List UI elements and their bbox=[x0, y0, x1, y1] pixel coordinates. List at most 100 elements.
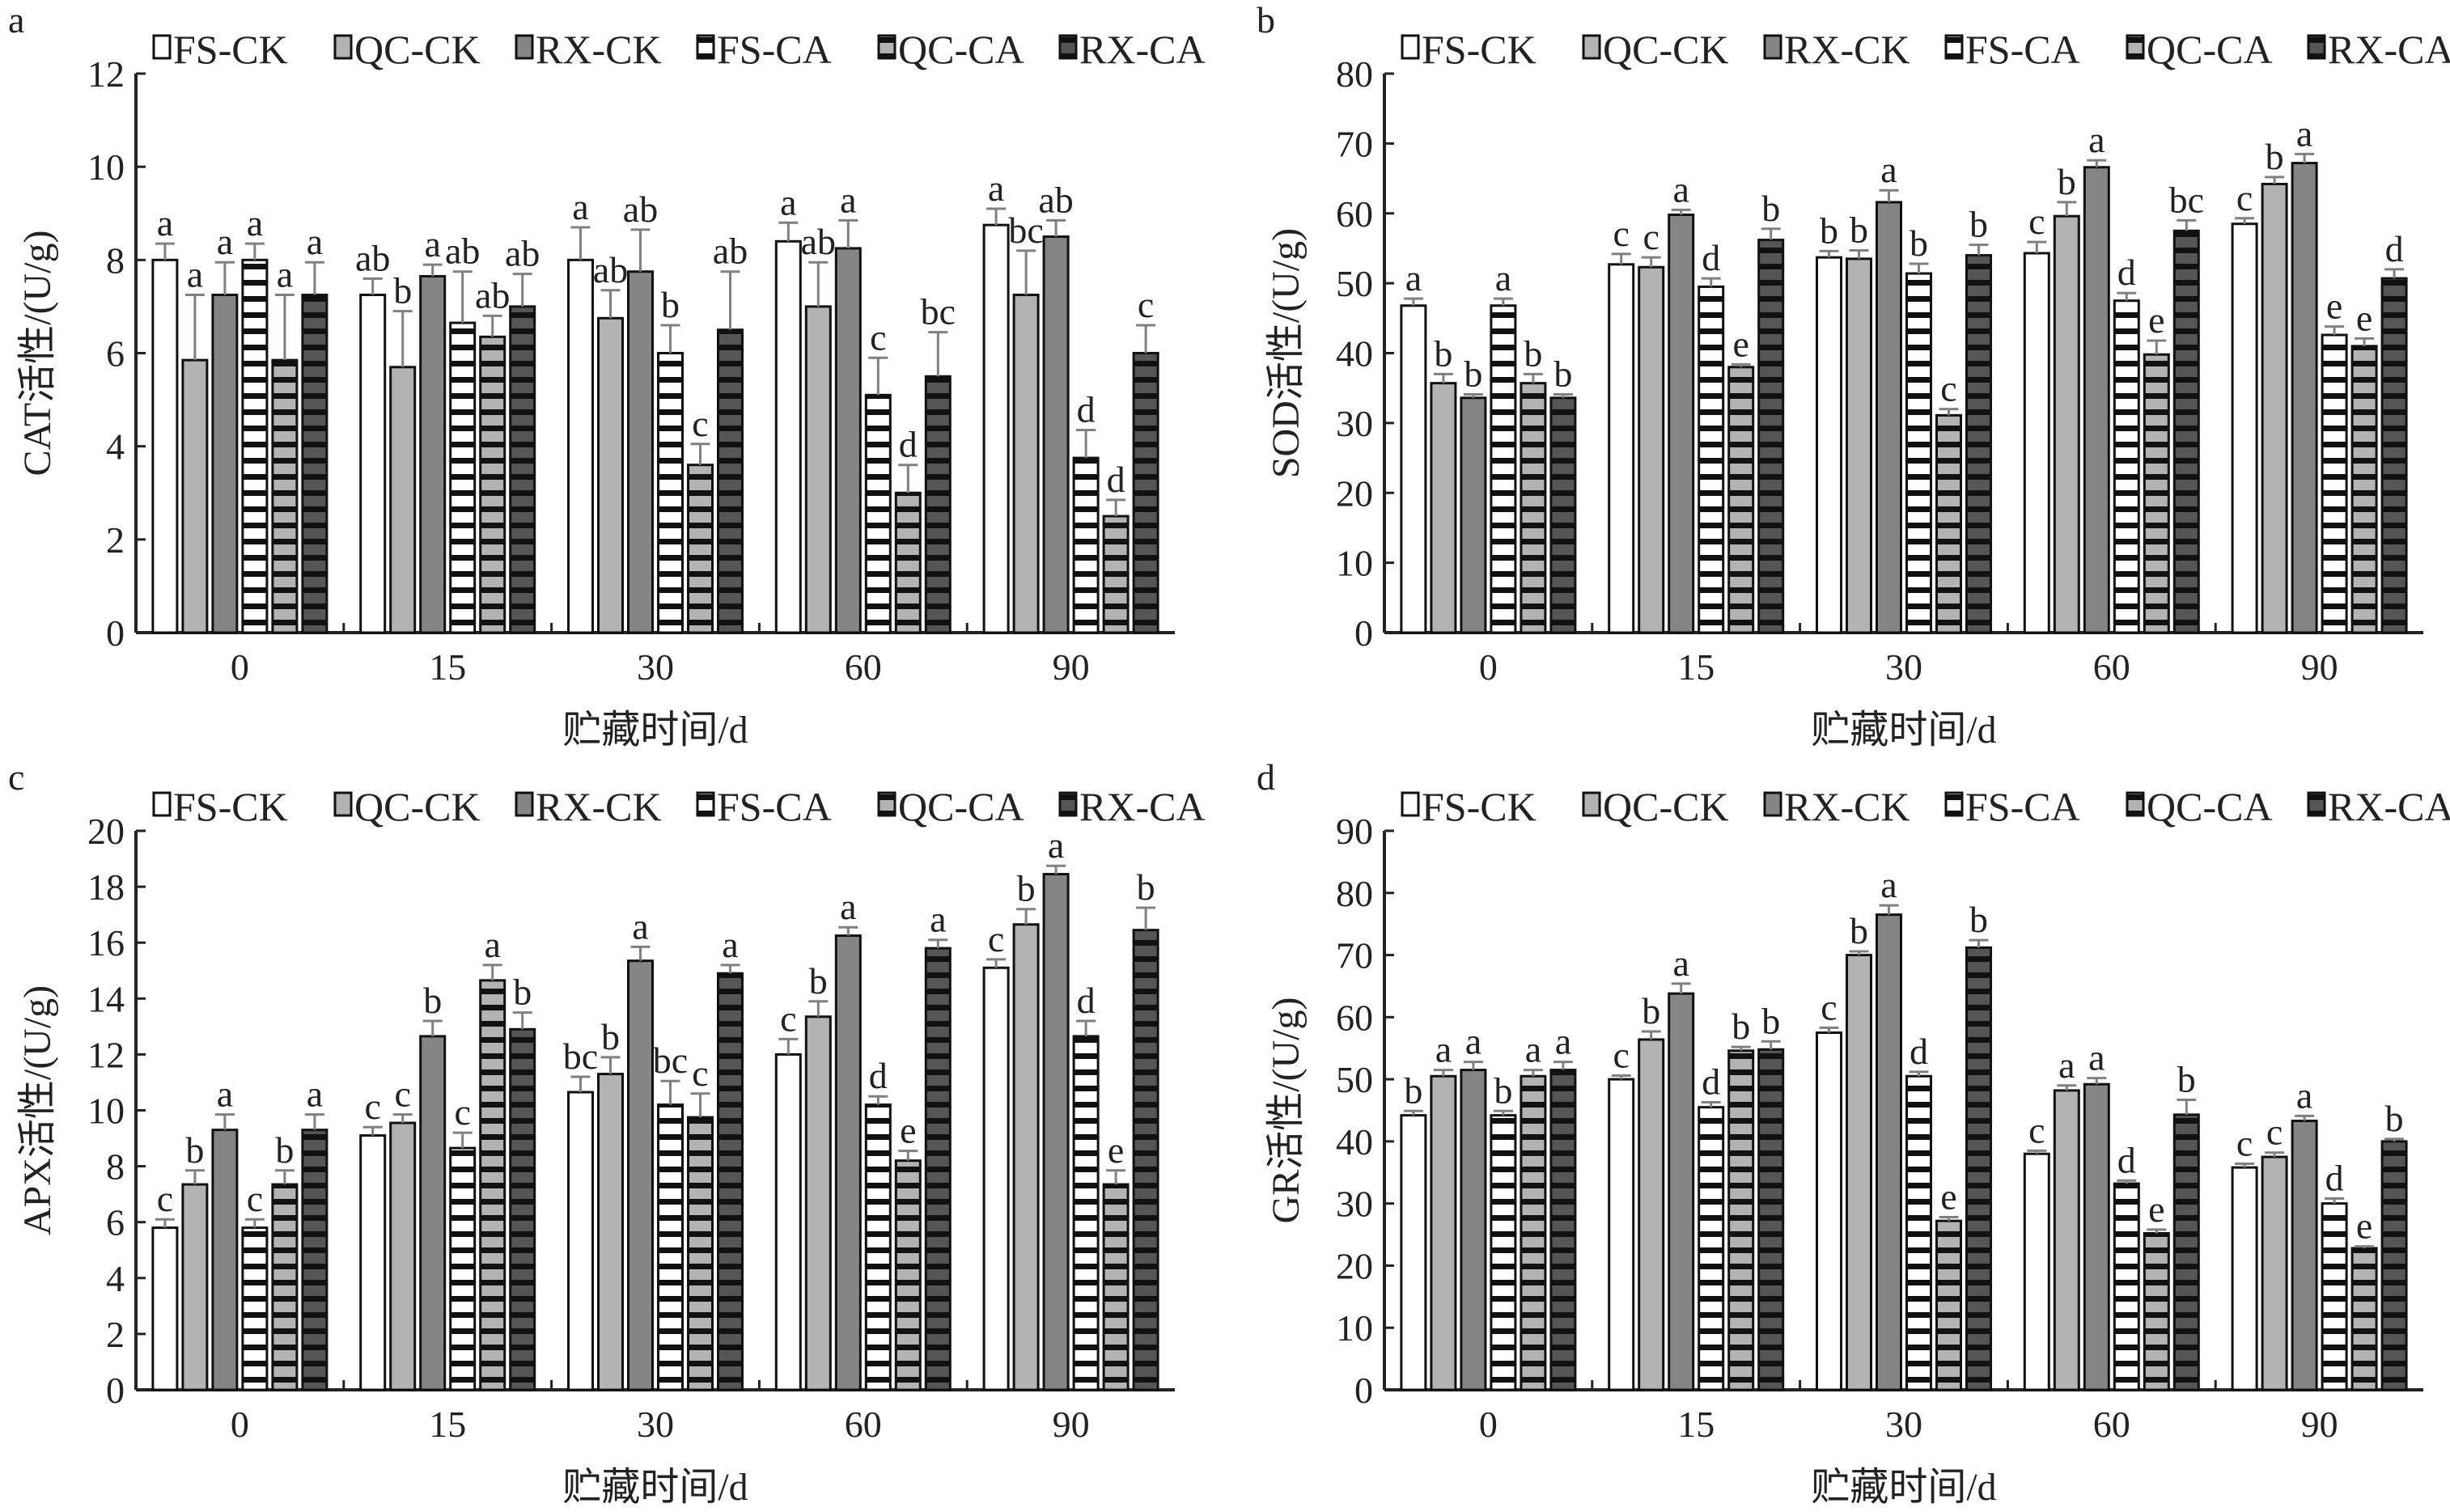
bar-FS-CA bbox=[1490, 304, 1517, 634]
legend-swatch bbox=[1058, 34, 1078, 60]
significance-letter: b bbox=[1969, 899, 1988, 940]
significance-letter: c bbox=[2266, 1112, 2283, 1153]
significance-letter: b bbox=[1820, 210, 1838, 251]
bar-QC-CA bbox=[894, 491, 922, 634]
y-tick-label: 4 bbox=[106, 1258, 125, 1299]
y-tick-label: 6 bbox=[106, 333, 125, 375]
bar-RX-CK bbox=[834, 934, 862, 1391]
significance-letter: b bbox=[601, 1016, 620, 1057]
significance-letter: a bbox=[277, 254, 293, 295]
y-tick-label: 18 bbox=[87, 866, 125, 908]
bar-QC-CA bbox=[1935, 1219, 1962, 1391]
significance-letter: c bbox=[1821, 986, 1837, 1027]
y-tick-label: 4 bbox=[106, 426, 125, 468]
y-tick-label: 10 bbox=[87, 1091, 125, 1132]
bar-RX-CK bbox=[2083, 1082, 2110, 1391]
bar-RX-CK bbox=[2291, 162, 2318, 634]
bar-RX-CK bbox=[1876, 201, 1902, 634]
bar-RX-CA bbox=[1132, 352, 1159, 634]
legend-item: RX-CK bbox=[1763, 784, 1910, 829]
bar-QC-CA bbox=[1520, 1074, 1547, 1391]
bar-QC-CA bbox=[271, 358, 299, 634]
y-axis-label: APX活性/(U/g) bbox=[16, 985, 59, 1235]
significance-letter: c bbox=[2236, 177, 2253, 218]
significance-letter: d bbox=[2117, 252, 2136, 293]
significance-letter: e bbox=[2148, 1188, 2164, 1230]
bar-RX-CA bbox=[717, 972, 744, 1391]
bar-FS-CA bbox=[864, 393, 892, 634]
legend-swatch bbox=[152, 791, 172, 817]
bar-FS-CA bbox=[2113, 299, 2140, 634]
legend-label: RX-CK bbox=[1784, 784, 1910, 829]
significance-letter: e bbox=[1940, 1176, 1956, 1218]
bar-FS-CA bbox=[241, 1226, 269, 1391]
significance-letter: bc bbox=[1008, 210, 1043, 251]
legend-swatch bbox=[1763, 791, 1782, 817]
y-tick-label: 40 bbox=[1336, 333, 1373, 375]
significance-letter: ab bbox=[445, 231, 480, 272]
significance-letter: d bbox=[1107, 459, 1125, 500]
x-tick-label: 60 bbox=[2093, 646, 2130, 688]
bar-QC-CK bbox=[1012, 294, 1040, 634]
legend-label: FS-CK bbox=[1422, 27, 1537, 72]
significance-letter: a bbox=[780, 181, 796, 222]
bar-RX-CA bbox=[1549, 1069, 1577, 1391]
significance-letter: ab bbox=[1038, 179, 1073, 220]
bar-RX-CK bbox=[834, 247, 862, 634]
x-axis-label: 贮藏时间/d bbox=[562, 1466, 748, 1509]
bar-RX-CA bbox=[509, 305, 536, 634]
legend-label: FS-CA bbox=[717, 784, 832, 829]
significance-letter: b bbox=[1494, 1069, 1512, 1111]
significance-letter: b bbox=[185, 1129, 204, 1171]
significance-letter: b bbox=[1524, 332, 1542, 374]
bar-RX-CK bbox=[419, 274, 447, 634]
y-tick-label: 8 bbox=[106, 239, 125, 281]
chart-panel-c: c FS-CK QC-CK RX-CK FS-CA QC-CA RX-CA 0 2 4 6 8 10 12… bbox=[8, 756, 1206, 1509]
significance-letter: c bbox=[780, 997, 796, 1039]
bar-QC-CA bbox=[2143, 353, 2170, 634]
significance-letter: b bbox=[1850, 210, 1868, 251]
bar-FS-CK bbox=[1608, 1078, 1635, 1391]
legend-swatch bbox=[152, 34, 172, 60]
significance-letter: a bbox=[1672, 168, 1689, 210]
legend-swatch bbox=[696, 34, 715, 60]
legend-item: FS-CK bbox=[1401, 784, 1537, 829]
significance-letter: b bbox=[393, 270, 412, 311]
y-tick-label: 20 bbox=[1336, 1245, 1373, 1286]
bar-QC-CK bbox=[1846, 257, 1872, 634]
y-tick-label: 70 bbox=[1336, 935, 1373, 976]
bar-QC-CA bbox=[2350, 1247, 2378, 1391]
significance-letter: b bbox=[1761, 188, 1780, 229]
significance-letter: b bbox=[2058, 161, 2076, 202]
y-tick-label: 0 bbox=[106, 1370, 125, 1411]
y-tick-label: 0 bbox=[1354, 612, 1373, 654]
bar-QC-CK bbox=[1638, 1038, 1665, 1391]
bar-RX-CK bbox=[211, 1129, 239, 1391]
bar-QC-CK bbox=[597, 1073, 624, 1391]
y-tick-label: 50 bbox=[1336, 263, 1373, 304]
significance-letter: b bbox=[513, 972, 532, 1013]
significance-letter: d bbox=[1077, 980, 1096, 1021]
y-tick-label: 0 bbox=[1354, 1370, 1373, 1411]
y-tick-label: 20 bbox=[87, 811, 125, 852]
bar-FS-CA bbox=[1072, 456, 1100, 634]
bar-RX-CA bbox=[1132, 929, 1159, 1391]
significance-letter: a bbox=[1495, 257, 1511, 299]
bar-QC-CK bbox=[181, 1183, 209, 1391]
significance-letter: a bbox=[988, 167, 1004, 209]
significance-letter: e bbox=[1108, 1129, 1124, 1171]
significance-letter: c bbox=[2028, 1109, 2045, 1150]
y-tick-label: 12 bbox=[87, 1034, 125, 1075]
significance-letter: a bbox=[1048, 824, 1064, 866]
bar-QC-CA bbox=[1727, 366, 1755, 634]
bar-FS-CK bbox=[2231, 1166, 2258, 1391]
significance-letter: e bbox=[2356, 1205, 2372, 1247]
bar-FS-CA bbox=[1698, 1106, 1725, 1391]
significance-letter: b bbox=[809, 960, 828, 1002]
y-tick-label: 80 bbox=[1336, 873, 1373, 914]
significance-letter: c bbox=[870, 316, 886, 358]
significance-letter: c bbox=[364, 1086, 380, 1127]
significance-letter: d bbox=[2325, 1158, 2344, 1199]
bar-RX-CA bbox=[2380, 277, 2408, 634]
legend: FS-CK QC-CK RX-CK FS-CA QC-CA RX-CA bbox=[1401, 27, 2450, 72]
